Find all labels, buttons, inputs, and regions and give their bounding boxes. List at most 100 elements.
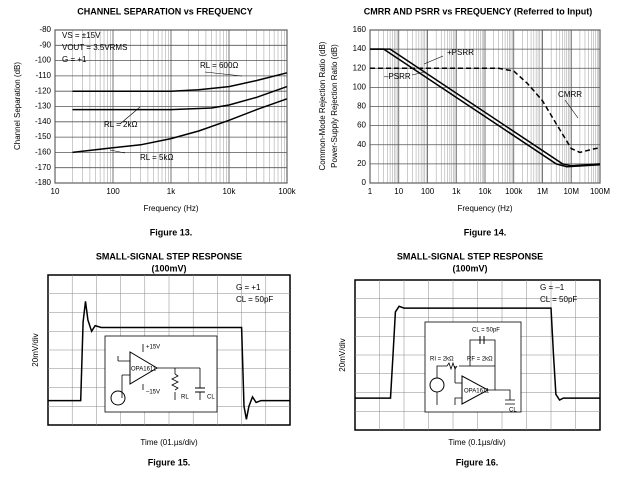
- annotation: G = –1: [540, 283, 565, 292]
- series-line: [370, 67, 601, 154]
- y-axis-label: Common-Mode Rejection Ratio (dB): [318, 41, 327, 170]
- x-tick-label: 100: [421, 187, 435, 196]
- chart-title: SMALL-SIGNAL STEP RESPONSE: [397, 251, 543, 261]
- label-leader: [411, 71, 426, 76]
- series-line: [355, 305, 600, 401]
- circuit-label: CL: [207, 395, 215, 401]
- capacitor: [195, 387, 205, 393]
- series-line: [370, 48, 601, 168]
- annotation: VOUT = 3.5VRMS: [62, 43, 127, 52]
- chart-subtitle: (100mV): [452, 263, 487, 273]
- x-tick-label: 10M: [563, 187, 579, 196]
- circuit-box: [104, 335, 218, 413]
- wires: [117, 344, 201, 400]
- annotation: CL = 50pF: [236, 295, 273, 304]
- op-amp: [461, 375, 490, 405]
- circuit-label: RI = 2kΩ: [430, 357, 454, 363]
- y-tick-label: -180: [35, 178, 52, 187]
- chart-title: CHANNEL SEPARATION vs FREQUENCY: [77, 6, 253, 16]
- chart-title: CMRR AND PSRR vs FREQUENCY (Referred to …: [364, 6, 593, 16]
- x-tick-label: 10k: [223, 187, 237, 196]
- y-tick-label: 160: [353, 25, 367, 34]
- series-line: [72, 98, 288, 154]
- y-tick-label: 60: [357, 121, 366, 130]
- series-line: [48, 301, 290, 420]
- chart-subtitle: (100mV): [151, 263, 186, 273]
- capacitor: [479, 336, 485, 344]
- label-leader: [423, 55, 444, 65]
- circuit-box: [424, 321, 522, 413]
- source: [110, 390, 126, 406]
- y-tick-label: -120: [35, 86, 52, 95]
- circuit-15: +15V –15V OPA1611 RL CL: [104, 335, 218, 413]
- series-label: RL = 5kΩ: [140, 153, 173, 162]
- resistor: [446, 361, 458, 371]
- resistor: [171, 373, 179, 391]
- x-axis-label: Time (0.1µs/div): [448, 438, 506, 447]
- circuit-label: CL: [509, 408, 517, 414]
- y-tick-label: -150: [35, 132, 52, 141]
- y-tick-label: 40: [357, 140, 366, 149]
- annotation: VS = ±15V: [62, 31, 101, 40]
- figure-caption: Figure 15.: [148, 457, 191, 467]
- source: [429, 377, 445, 393]
- x-tick-label: 100M: [590, 187, 610, 196]
- label-leader: [109, 149, 126, 154]
- x-tick-label: 1: [368, 187, 373, 196]
- circuit-label: RF = 2kΩ: [467, 357, 493, 363]
- circuit-label: CL = 50pF: [472, 328, 500, 334]
- y-tick-label: -160: [35, 148, 52, 157]
- circuit-label: –15V: [146, 390, 160, 396]
- x-tick-label: 1k: [167, 187, 176, 196]
- label-leader: [119, 106, 141, 125]
- label-leader: [564, 99, 579, 119]
- annotation: CL = 50pF: [540, 295, 577, 304]
- y-tick-label: 140: [353, 44, 367, 53]
- y-axis-label: Channel Separation (dB): [13, 62, 22, 150]
- y-tick-label: -90: [39, 40, 51, 49]
- series-label: RL = 2kΩ: [104, 120, 137, 129]
- x-tick-label: 10: [394, 187, 403, 196]
- annotation: G = +1: [236, 283, 261, 292]
- circuit-label: OPA1611: [131, 367, 157, 373]
- y-tick-label: 120: [353, 63, 367, 72]
- annotation: G = +1: [62, 55, 87, 64]
- series-label: CMRR: [558, 90, 582, 99]
- y-tick-label: 0: [362, 178, 367, 187]
- series-label: +PSRR: [447, 48, 474, 57]
- circuit-label: OPA1611: [464, 389, 490, 395]
- figure-caption: Figure 14.: [464, 227, 507, 237]
- wires: [436, 339, 515, 405]
- series-line: [72, 72, 288, 92]
- x-tick-label: 10k: [479, 187, 493, 196]
- circuit-label: +15V: [146, 345, 160, 351]
- chart-title: SMALL-SIGNAL STEP RESPONSE: [96, 251, 242, 261]
- figure-caption: Figure 16.: [456, 457, 499, 467]
- series-label: –PSRR: [384, 72, 411, 81]
- series-label: RL = 600Ω: [200, 61, 238, 70]
- x-axis-label: Frequency (Hz): [143, 204, 198, 213]
- circuit-label: RL: [181, 395, 189, 401]
- x-tick-label: 1M: [537, 187, 548, 196]
- x-tick-label: 100: [106, 187, 120, 196]
- y-tick-label: -80: [39, 25, 51, 34]
- x-axis-label: Time (01.µs/div): [140, 438, 198, 447]
- op-amp: [129, 351, 158, 385]
- y-tick-label: 20: [357, 159, 366, 168]
- y-tick-label: -140: [35, 117, 52, 126]
- y-axis-label: 20mV/div: [31, 333, 40, 366]
- x-tick-label: 100k: [278, 187, 296, 196]
- x-tick-label: 1k: [452, 187, 461, 196]
- label-leader: [204, 71, 243, 77]
- x-tick-label: 10: [51, 187, 60, 196]
- y-axis-label: 20mV/div: [338, 338, 347, 371]
- y-tick-label: -110: [36, 71, 52, 80]
- x-tick-label: 100k: [505, 187, 523, 196]
- series-line: [72, 85, 288, 111]
- figure-caption: Figure 13.: [150, 227, 193, 237]
- circuit-16: CL = 50pF RI = 2kΩ RF = 2kΩ OPA1611 CL: [424, 321, 522, 414]
- y-tick-label: -100: [35, 56, 52, 65]
- y-tick-label: -130: [35, 102, 52, 111]
